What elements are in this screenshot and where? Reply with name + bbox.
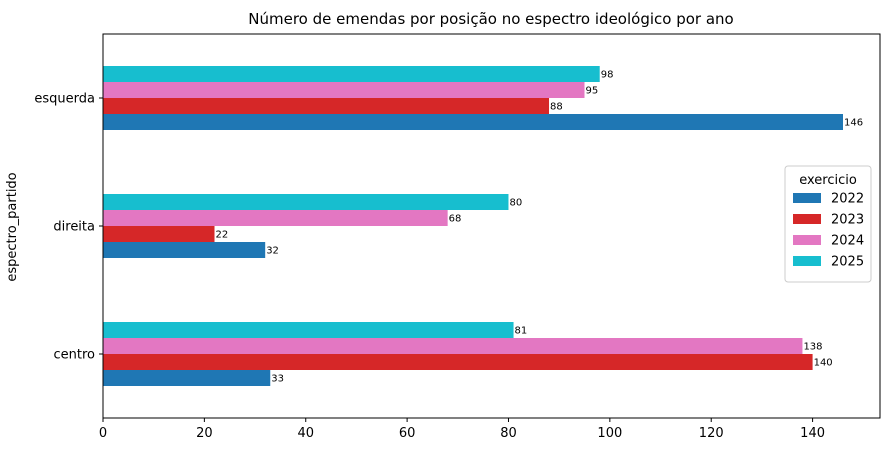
bar-direita-2024 [103,210,448,226]
x-tick-label-60: 60 [399,426,416,441]
x-tick-label-120: 120 [699,426,724,441]
x-tick-label-40: 40 [297,426,314,441]
x-tick-label-0: 0 [99,426,107,441]
axes-layer: centro direita esquerda 0 20 40 60 80 100 120 140 [34,33,881,441]
y-tick-label-centro: centro [54,348,96,363]
legend-swatch-2022 [793,193,821,203]
y-axis-label: espectro_partido [5,172,20,281]
legend-label-2024: 2024 [831,234,864,249]
legend: exercicio 2022 2023 2024 2025 [784,165,872,283]
bar-direita-2025 [103,194,509,210]
x-tick-label-80: 80 [500,426,517,441]
bar-centro-2022 [103,370,271,386]
legend-swatch-2023 [793,214,821,224]
bar-esquerda-2024 [103,82,585,98]
legend-label-2023: 2023 [831,213,864,228]
bar-centro-2023 [103,354,813,370]
data-label-centro-2024: 138 [803,342,822,353]
data-label-direita-2022: 32 [266,246,279,257]
legend-title: exercicio [799,173,857,188]
data-label-esquerda-2022: 146 [844,118,863,129]
data-label-centro-2023: 140 [814,358,833,369]
y-tick-label-direita: direita [53,220,95,235]
legend-swatch-2024 [793,235,821,245]
bar-centro-2024 [103,338,803,354]
x-tick-label-20: 20 [196,426,213,441]
y-tick-label-esquerda: esquerda [34,92,95,107]
bar-centro-2025 [103,322,514,338]
legend-label-2025: 2025 [831,255,864,270]
legend-label-2022: 2022 [831,192,864,207]
chart-title: Número de emendas por posição no espectr… [248,10,733,28]
data-label-esquerda-2024: 95 [586,86,599,97]
data-label-esquerda-2023: 88 [550,102,563,113]
x-tick-label-100: 100 [597,426,622,441]
data-label-centro-2025: 81 [515,326,528,337]
data-label-direita-2024: 68 [449,214,462,225]
legend-swatch-2025 [793,256,821,266]
data-label-centro-2022: 33 [271,374,284,385]
data-label-direita-2025: 80 [509,198,522,209]
x-tick-label-140: 140 [800,426,825,441]
data-label-esquerda-2025: 98 [601,70,614,81]
bar-esquerda-2025 [103,66,600,82]
plot-frame [102,33,881,419]
data-label-direita-2023: 22 [216,230,229,241]
bar-direita-2023 [103,226,215,242]
bar-esquerda-2023 [103,98,550,114]
bar-direita-2022 [103,242,266,258]
bar-esquerda-2022 [103,114,843,130]
